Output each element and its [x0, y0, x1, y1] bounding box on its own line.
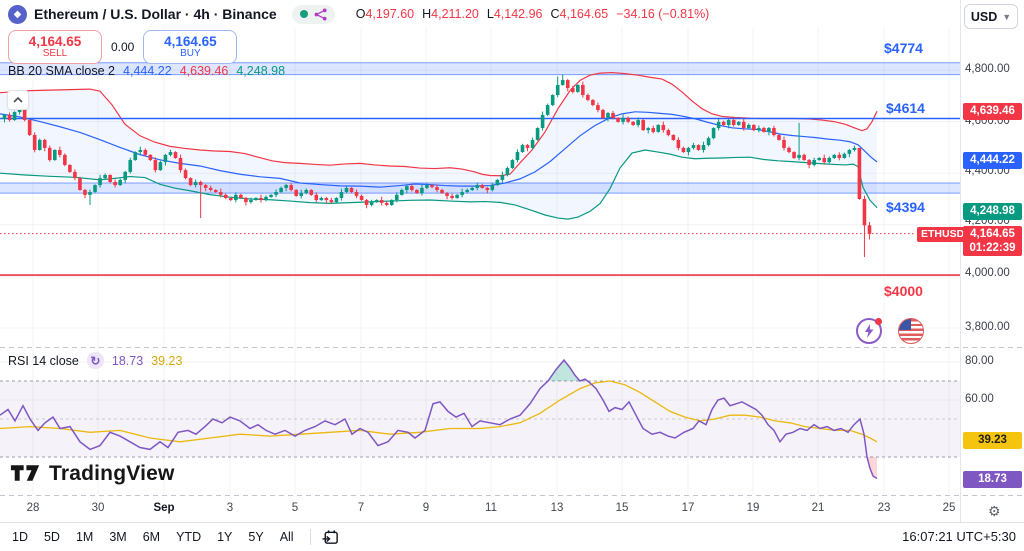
sell-price: 4,164.65: [28, 33, 82, 49]
open-label: O: [355, 7, 366, 21]
rsi-legend[interactable]: RSI 14 close ↻ 18.73 39.23: [8, 352, 182, 369]
change-value: −34.16 (−0.81%): [616, 7, 710, 21]
time-axis-label: 25: [942, 502, 956, 514]
time-axis-label: 9: [422, 502, 430, 514]
order-panel: 4,164.65 SELL 0.00 4,164.65 BUY: [8, 30, 238, 64]
range-button-1m[interactable]: 1M: [68, 526, 101, 548]
rsi-ma-value: 39.23: [151, 353, 183, 368]
last-price-symbol-tag: ETHUSD: [917, 227, 969, 242]
rsi-axis-badge: 39.23: [963, 431, 1022, 449]
high-label: H: [422, 7, 432, 21]
sell-label: SELL: [42, 47, 68, 59]
time-axis-label: 30: [91, 502, 105, 514]
range-button-ytd[interactable]: YTD: [168, 526, 209, 548]
range-button-all[interactable]: All: [272, 526, 302, 548]
share-icon[interactable]: [314, 8, 327, 21]
go-to-date-button[interactable]: [319, 526, 342, 549]
range-selector: 1D 5D 1M 3M 6M YTD 1Y 5Y All: [4, 526, 302, 548]
time-axis-label: Sep: [153, 502, 175, 514]
price-level-label: $4394: [886, 199, 925, 215]
price-axis-badge: 4,444.22: [963, 151, 1022, 169]
price-level-label: $4614: [886, 100, 925, 116]
flag-canton: [899, 319, 911, 330]
price-level-label: $4774: [884, 40, 923, 56]
notification-dot-icon: [875, 318, 882, 325]
time-axis-label: 13: [550, 502, 564, 514]
market-status-pill[interactable]: [291, 4, 335, 24]
technicals-gauge-icon[interactable]: [856, 318, 882, 344]
time-axis-label: 19: [746, 502, 760, 514]
time-axis-label: 3: [226, 502, 234, 514]
tradingview-logo-icon: [10, 465, 40, 481]
range-button-5y[interactable]: 5Y: [240, 526, 271, 548]
close-label: C: [550, 7, 560, 21]
calendar-icon: [322, 529, 338, 544]
range-button-1y[interactable]: 1Y: [209, 526, 240, 548]
sell-button[interactable]: 4,164.65 SELL: [8, 30, 102, 64]
rsi-value: 18.73: [111, 353, 144, 368]
range-button-6m[interactable]: 6M: [135, 526, 168, 548]
buy-price: 4,164.65: [164, 33, 217, 49]
ethereum-logo-icon: ◆: [8, 4, 27, 24]
bollinger-legend-title: BB 20 SMA close 2: [8, 64, 116, 78]
bollinger-lower-value: 4,248.98: [236, 64, 286, 78]
rsi-legend-title: RSI 14 close: [8, 353, 79, 368]
refresh-icon[interactable]: ↻: [86, 352, 104, 369]
currency-selector[interactable]: USD ▼: [964, 4, 1018, 29]
range-button-5d[interactable]: 5D: [36, 526, 68, 548]
rsi-axis-label: 80.00: [965, 355, 994, 367]
time-axis-label: 21: [811, 502, 825, 514]
rsi-axis-badge: 18.73: [963, 470, 1022, 488]
time-axis-label: 5: [291, 502, 299, 514]
currency-label: USD: [970, 9, 998, 24]
buy-button[interactable]: 4,164.65 BUY: [143, 30, 238, 64]
time-scale[interactable]: 28 30 Sep 3 5 7 9 11 13 15 17 19 21 23 25: [0, 496, 1024, 522]
range-button-3m[interactable]: 3M: [101, 526, 134, 548]
chevron-down-icon: ▼: [1002, 11, 1012, 22]
close-value: 4,164.65: [559, 7, 609, 21]
clock-display[interactable]: 16:07:21 UTC+5:30: [902, 529, 1016, 544]
time-axis-label: 17: [681, 502, 695, 514]
spread-value: 0.00: [111, 40, 135, 54]
market-open-dot-icon: [299, 10, 308, 18]
bar-countdown: 01:22:39: [969, 242, 1016, 254]
gear-icon[interactable]: ⚙: [988, 503, 1001, 519]
buy-label: BUY: [180, 47, 201, 59]
price-level-label: $4000: [884, 283, 923, 299]
price-axis-label: 4,000.00: [965, 267, 1010, 279]
us-flag-icon[interactable]: [898, 318, 924, 344]
bollinger-basis-value: 4,444.22: [123, 64, 172, 78]
tradingview-watermark[interactable]: TradingView: [10, 461, 175, 486]
time-axis-label: 28: [26, 502, 40, 514]
last-price-value: 4,164.65: [970, 228, 1015, 240]
chevron-up-icon: [13, 96, 23, 103]
price-axis-badge: 4,639.46: [963, 102, 1022, 120]
bollinger-upper-value: 4,639.46: [179, 64, 229, 78]
bottom-toolbar: 1D 5D 1M 3M 6M YTD 1Y 5Y All: [0, 523, 1024, 551]
time-axis-label: 23: [877, 502, 891, 514]
time-axis-label: 15: [615, 502, 629, 514]
watermark-text: TradingView: [49, 461, 175, 485]
time-axis-label: 7: [357, 502, 365, 514]
toolbar-divider: [309, 529, 311, 545]
low-label: L: [486, 7, 494, 21]
chart-header: ◆ Ethereum / U.S. Dollar · 4h · Binance …: [0, 0, 1024, 28]
low-value: 4,142.96: [493, 7, 543, 21]
collapse-pane-button[interactable]: [7, 90, 29, 110]
price-axis-label: 4,800.00: [965, 63, 1010, 75]
high-value: 4,211.20: [431, 7, 479, 21]
ohlc-readout: O4,197.60 H4,211.20 L4,142.96 C4,164.65 …: [356, 7, 710, 21]
price-axis-badge: 4,248.98: [963, 202, 1022, 220]
rsi-axis-label: 60.00: [965, 393, 994, 405]
symbol-title[interactable]: Ethereum / U.S. Dollar · 4h · Binance: [34, 6, 277, 22]
price-axis-label: 3,800.00: [965, 321, 1010, 333]
range-button-1d[interactable]: 1D: [4, 526, 36, 548]
bollinger-legend[interactable]: BB 20 SMA close 2 4,444.22 4,639.46 4,24…: [8, 64, 285, 78]
last-price-badge: 4,164.65 01:22:39: [963, 226, 1022, 256]
time-axis-label: 11: [485, 502, 497, 514]
open-value: 4,197.60: [365, 7, 415, 21]
